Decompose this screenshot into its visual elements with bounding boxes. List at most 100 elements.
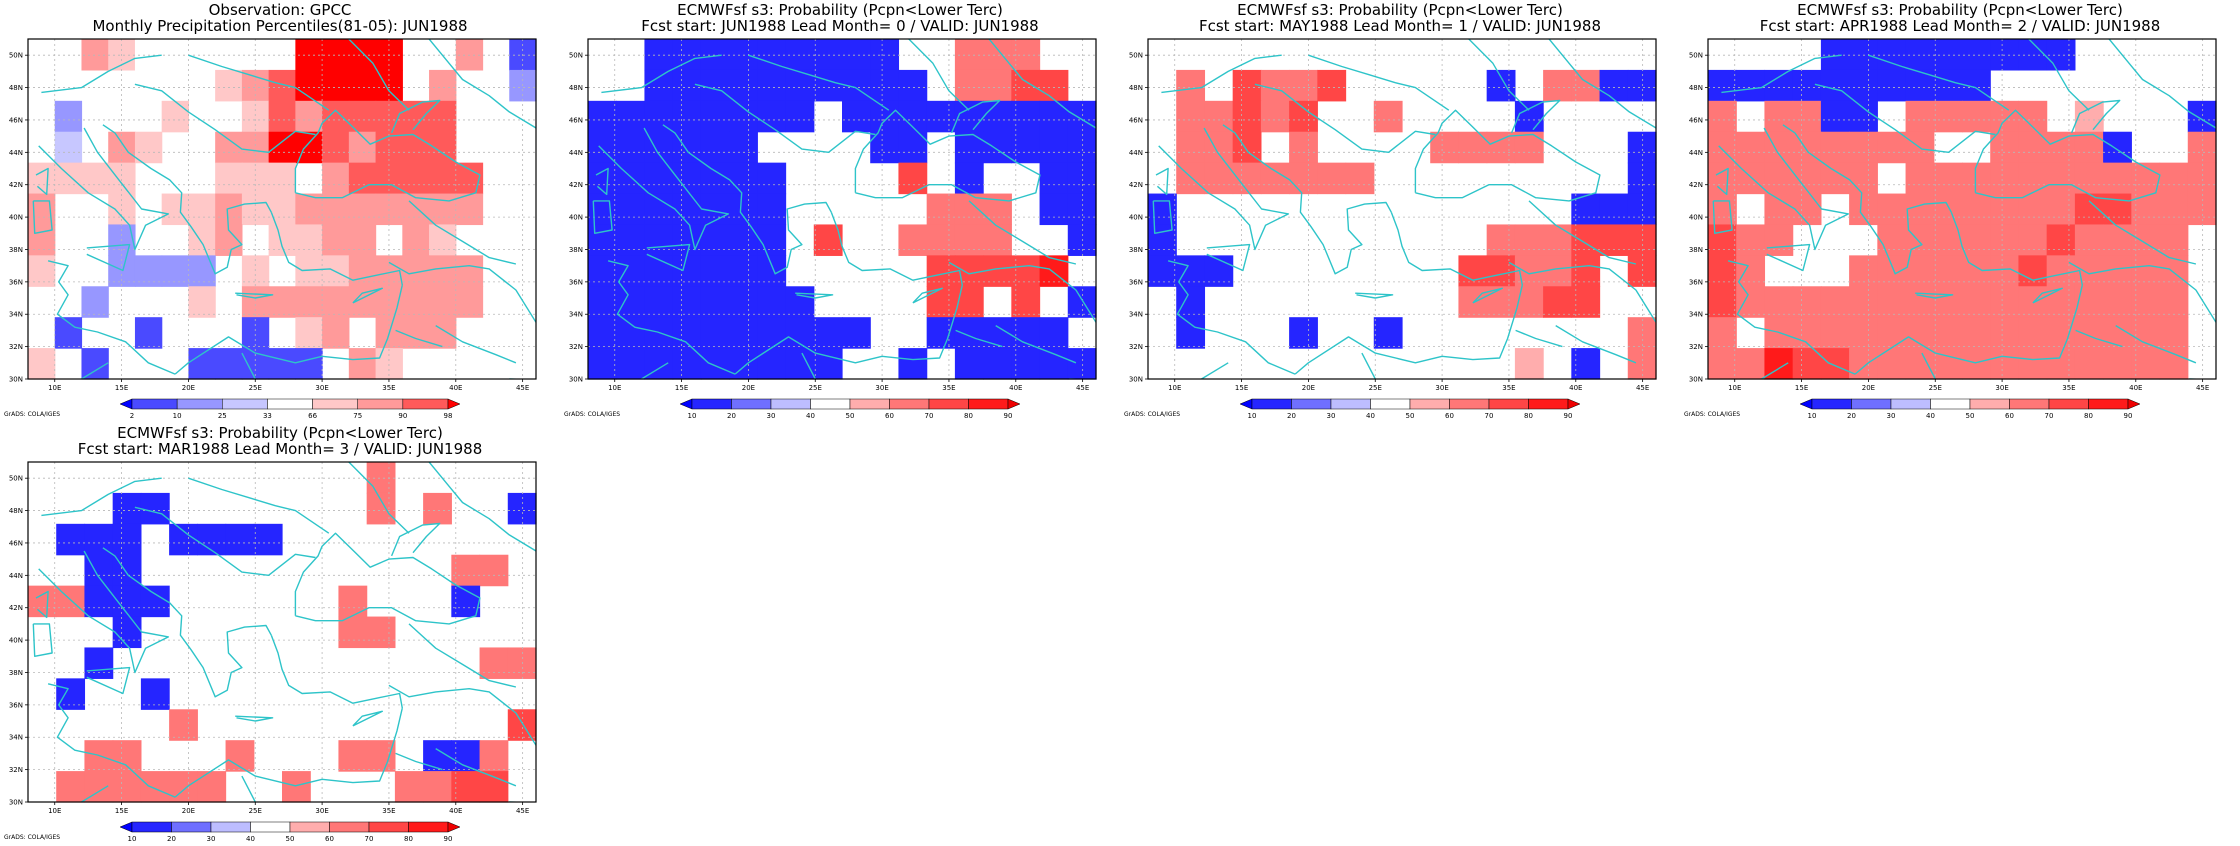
grid-cell (757, 224, 787, 256)
coastlines (1712, 39, 2240, 379)
grid-cell (672, 39, 702, 71)
coastline-path (1974, 109, 2161, 202)
colorbar: 10 20 30 40 50 60 70 80 90 (679, 398, 1021, 420)
colorbar-segment (402, 398, 449, 410)
grid-cell (188, 255, 216, 287)
coastline-path (968, 200, 1077, 265)
grid-cell (1990, 162, 2020, 195)
colorbar-segment (312, 398, 358, 410)
grid-cell (1627, 255, 1657, 287)
lon-tick-label: 20E (1862, 384, 1875, 392)
colorbar-label: 90 (444, 835, 453, 843)
map-canvas: 10E 15E 20E 25E 30E 35E 40E 45E 30N 32N 34N 36N 38N 4… (4, 38, 537, 420)
coastline-path (908, 39, 970, 111)
lat-tick-label: 48N (569, 84, 583, 92)
grid-cell (322, 69, 350, 102)
colorbar-label: 90 (1564, 412, 1573, 420)
grid-cell (1067, 162, 1097, 195)
grid-cell (983, 348, 1012, 380)
colorbar-segment (222, 398, 268, 410)
grid-cell (1599, 224, 1629, 256)
colorbar-label: 66 (308, 412, 317, 420)
coastline-path (241, 775, 256, 802)
grid-cell (616, 100, 646, 133)
colorbar-segment (1330, 398, 1371, 410)
grid-cell (112, 616, 142, 649)
grid-cell (785, 39, 815, 71)
grid-cell (479, 771, 509, 803)
grid-cell (295, 193, 323, 226)
lon-tick-label: 30E (315, 807, 328, 815)
lat-tick-label: 42N (1689, 181, 1703, 189)
colorbar-label: 60 (1445, 412, 1454, 420)
grid-cell (1990, 224, 2020, 256)
grid-cell (241, 100, 270, 133)
grid-cell (1011, 317, 1041, 349)
grid-cell (54, 100, 83, 133)
grid-cell (954, 69, 984, 102)
colorbar-label: 75 (353, 412, 362, 420)
lon-tick-label: 15E (115, 384, 128, 392)
coastline-path (174, 284, 403, 375)
grid-cell (757, 255, 787, 287)
coastline-path (1206, 243, 1251, 272)
grid-cell (1905, 162, 1935, 195)
coastlines (592, 39, 1096, 379)
colorbar-label: 50 (286, 835, 295, 843)
grid-cell (2159, 224, 2189, 256)
grid-cell (729, 224, 758, 256)
grid-cell (1877, 69, 1907, 102)
grid-cell (898, 69, 928, 102)
lat-tick-label: 46N (569, 116, 583, 124)
grid-cell (295, 224, 323, 256)
lon-tick-label: 45E (516, 384, 529, 392)
grid-cell (1514, 131, 1544, 164)
colorbar-label: 33 (263, 412, 272, 420)
grid-cell (672, 100, 702, 133)
grid-cell (672, 224, 702, 256)
grid-cell (268, 193, 296, 226)
grid-cell (729, 317, 758, 349)
grid-cell (1764, 69, 1794, 102)
coastline-path (1712, 200, 1733, 234)
grid-cell (2159, 317, 2189, 349)
grads-credit: GrADS: COLA/IGES (4, 834, 60, 841)
grid-cell (1345, 162, 1375, 195)
grid-cell (169, 771, 198, 803)
grid-cell (507, 492, 537, 525)
grid-cell (338, 740, 368, 772)
lat-tick-label: 46N (1129, 116, 1143, 124)
coastline-path (428, 462, 536, 552)
grid-cell (1933, 286, 1963, 318)
coastline-path (348, 462, 410, 534)
coastline-path (595, 167, 609, 196)
grid-cell (140, 492, 170, 525)
coastline-path (2068, 261, 2216, 323)
coastline-path (2227, 144, 2240, 259)
grid-cell (1820, 162, 1850, 195)
lat-tick-label: 40N (1689, 214, 1703, 222)
grid-cell (507, 647, 537, 679)
grid-cell (588, 131, 617, 164)
grid-cell (1962, 286, 1991, 318)
grid-cell (1708, 69, 1737, 102)
colorbar-segment (1890, 398, 1931, 410)
grid-cell (455, 286, 484, 318)
lat-tick-label: 50N (9, 475, 23, 483)
coastline-path (86, 666, 131, 695)
lat-tick-label: 34N (9, 734, 23, 742)
colorbar-segment (731, 398, 772, 410)
grid-cell (1627, 224, 1657, 256)
map-panel-lead1: ECMWFsf s3: Probability (Pcpn<Lower Terc… (1120, 0, 1680, 423)
grid-cell (644, 286, 674, 318)
grid-cell (954, 317, 984, 349)
coastline-path (38, 550, 170, 674)
grid-cell (1933, 69, 1963, 102)
lon-tick-label: 10E (1168, 384, 1181, 392)
coastline-path (1472, 287, 1503, 304)
coastline-path (41, 477, 162, 517)
grid-cell (1764, 100, 1794, 133)
grid-cell (1627, 69, 1657, 102)
coastline-path (795, 292, 834, 299)
colorbar-segment (968, 398, 1009, 410)
